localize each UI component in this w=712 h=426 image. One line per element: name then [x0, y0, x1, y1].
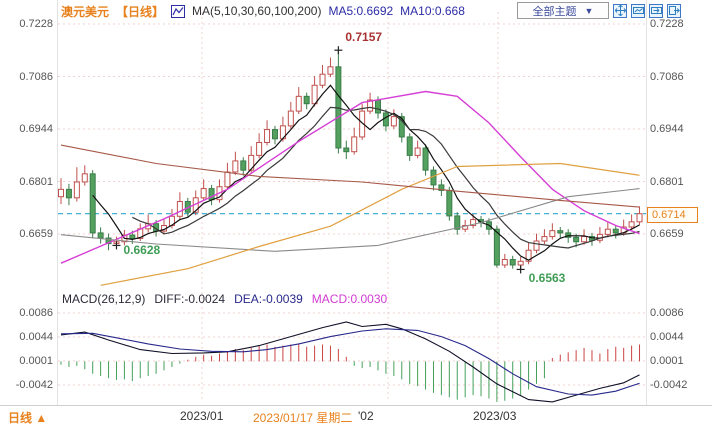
price-axis-label-right: -0.0042 — [650, 379, 688, 391]
low-price-annotation-right: 0.6563 — [528, 271, 566, 286]
region-zoom-tool-button[interactable] — [631, 3, 645, 18]
macd-dea-value: DEA:-0.0039 — [234, 292, 303, 306]
price-axis-label-right: 0.6801 — [650, 175, 684, 188]
price-axis-label-right: 0.0001 — [650, 355, 684, 367]
price-axis-label-right: 0.0044 — [650, 331, 684, 343]
export-tool-button[interactable] — [667, 3, 681, 18]
period-selector[interactable]: 日线 ▲ — [8, 411, 48, 425]
chart-type-icon — [171, 4, 186, 18]
ma5-value: MA5:0.6692 — [328, 4, 394, 18]
high-price-annotation: 0.7157 — [345, 30, 383, 45]
ma-settings-label: MA(5,10,30,60,100,200) — [192, 4, 322, 18]
macd-diff-value: DIFF:-0.0024 — [154, 292, 226, 306]
chart-toolbar: 全部主题 ▼ — [517, 2, 681, 19]
export-icon — [668, 6, 680, 15]
selected-date-label: 2023/01/17 星期二 — [253, 411, 353, 425]
price-axis-label-right: 0.7086 — [650, 70, 684, 83]
x-axis-label-feb: '02 — [358, 409, 374, 423]
status-bar: 日线 ▲ 2023/01 2023/01/17 星期二 '02 2023/03 — [0, 406, 712, 426]
pan-tool-button[interactable] — [613, 3, 627, 18]
x-axis-label-jan: 2023/01 — [180, 409, 224, 423]
price-axis-label-left: 0.0044 — [19, 331, 53, 343]
last-price-badge: 0.6714 — [647, 206, 698, 223]
price-axis-label-right: 0.7228 — [650, 18, 684, 30]
period-tag: 【日线】 — [116, 4, 165, 19]
chevron-down-icon: ▼ — [584, 5, 594, 16]
price-axis-label-left: 0.0086 — [19, 307, 53, 319]
low-price-annotation-left: 0.6628 — [123, 243, 161, 258]
price-axis-label-left: 0.6801 — [19, 175, 53, 188]
region-zoom-icon — [632, 7, 644, 14]
zoom-in-tool-button[interactable] — [649, 3, 663, 18]
price-axis-label-right: 0.0086 — [650, 307, 684, 319]
macd-legend: MACD(26,12,9) DIFF:-0.0024 DEA:-0.0039 M… — [62, 292, 387, 306]
symbol-title: 澳元美元 — [61, 4, 110, 19]
ma10-value: MA10:0.668 — [400, 4, 465, 18]
price-axis-label-left: 0.0001 — [19, 355, 53, 367]
chart-legend: 澳元美元 【日线】 MA(5,10,30,60,100,200) MA5:0.66… — [61, 3, 465, 19]
price-axis-label-left: 0.6944 — [19, 123, 53, 135]
theme-dropdown-label: 全部主题 — [532, 5, 577, 18]
price-axis-label-left: -0.0042 — [15, 379, 53, 391]
zoom-in-icon — [650, 7, 662, 14]
price-axis-label-left: 0.7086 — [19, 70, 53, 83]
price-axis-label-right: 0.6659 — [650, 228, 684, 240]
macd-params-label: MACD(26,12,9) — [62, 292, 146, 306]
price-axis-label-left: 0.6659 — [19, 228, 53, 240]
price-axis-label-left: 0.7228 — [19, 18, 53, 30]
macd-hist-value: MACD:0.0030 — [311, 292, 388, 306]
price-axis-label-right: 0.6944 — [650, 123, 684, 135]
up-arrow-icon: ▲ — [35, 411, 48, 425]
x-axis-label-mar: 2023/03 — [473, 409, 517, 423]
theme-dropdown[interactable]: 全部主题 ▼ — [517, 2, 609, 19]
pan-icon — [614, 5, 626, 16]
